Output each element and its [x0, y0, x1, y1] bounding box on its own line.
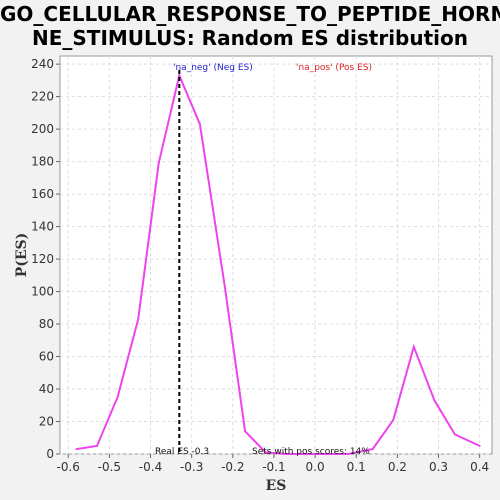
chart-title: GO_CELLULAR_RESPONSE_TO_PEPTIDE_HORMO NE…: [0, 2, 500, 50]
data-point: [433, 399, 436, 402]
y-tick-label: 200: [31, 122, 54, 136]
x-axis: -0.6 -0.5 -0.4 -0.3 -0.2 -0.1 0.0 0.1 0.2 0.3 0.4: [57, 454, 489, 474]
series-group: [75, 72, 481, 455]
real-es-label: Real ES -0.3: [155, 447, 209, 457]
data-point: [137, 318, 140, 321]
y-axis: 0 20 40 60 80 100 120 140 160 180 200 220 240: [31, 57, 60, 461]
data-point: [412, 345, 415, 348]
y-tick-label: 140: [31, 220, 54, 234]
x-tick-label: 0.3: [429, 460, 448, 474]
neg-es-label: 'na_neg' (Neg ES): [173, 63, 253, 73]
x-tick-label: -0.5: [98, 460, 121, 474]
x-tick-label: -0.2: [221, 460, 244, 474]
y-tick-label: 80: [39, 317, 54, 331]
y-axis-title: P(ES): [14, 233, 30, 278]
data-point: [326, 453, 329, 455]
data-point: [285, 453, 288, 455]
data-point: [371, 448, 374, 451]
series-line: [76, 72, 481, 455]
data-point: [223, 284, 226, 287]
data-point: [198, 123, 201, 126]
y-tick-label: 40: [39, 382, 54, 396]
y-tick-label: 100: [31, 285, 54, 299]
y-tick-label: 120: [31, 252, 54, 266]
y-tick-label: 220: [31, 90, 54, 104]
y-tick-label: 60: [39, 350, 54, 364]
x-tick-label: 0.0: [306, 460, 325, 474]
data-point: [305, 453, 308, 455]
data-point: [75, 448, 78, 451]
chart-title-line-1: GO_CELLULAR_RESPONSE_TO_PEPTIDE_HORMO: [0, 2, 500, 26]
x-tick-label: 0.1: [347, 460, 366, 474]
pos-es-label: 'na_pos' (Pos ES): [296, 63, 372, 73]
data-point: [157, 162, 160, 165]
data-point: [244, 430, 247, 433]
data-point: [178, 74, 181, 77]
data-point: [478, 444, 481, 447]
x-axis-title: ES: [266, 478, 287, 494]
pos-scores-label: Sets with pos scores: 14%: [252, 447, 370, 457]
x-tick-label: -0.4: [139, 460, 162, 474]
data-point: [392, 418, 395, 421]
chart-title-line-2: NE_STIMULUS: Random ES distribution: [32, 26, 468, 50]
grid: [60, 56, 492, 455]
data-point: [453, 433, 456, 436]
data-point: [264, 451, 267, 454]
x-tick-label: -0.6: [57, 460, 80, 474]
x-tick-label: 0.4: [470, 460, 489, 474]
plot-area: [59, 55, 493, 455]
y-tick-label: 160: [31, 187, 54, 201]
y-tick-label: 240: [31, 57, 54, 71]
data-point: [347, 453, 349, 455]
data-point: [116, 396, 119, 399]
x-tick-label: -0.3: [180, 460, 203, 474]
y-tick-label: 180: [31, 155, 54, 169]
y-tick-label: 20: [39, 415, 54, 429]
x-tick-label: -0.1: [262, 460, 285, 474]
y-tick-label: 0: [46, 447, 54, 461]
x-tick-label: 0.2: [388, 460, 407, 474]
data-point: [96, 444, 99, 447]
